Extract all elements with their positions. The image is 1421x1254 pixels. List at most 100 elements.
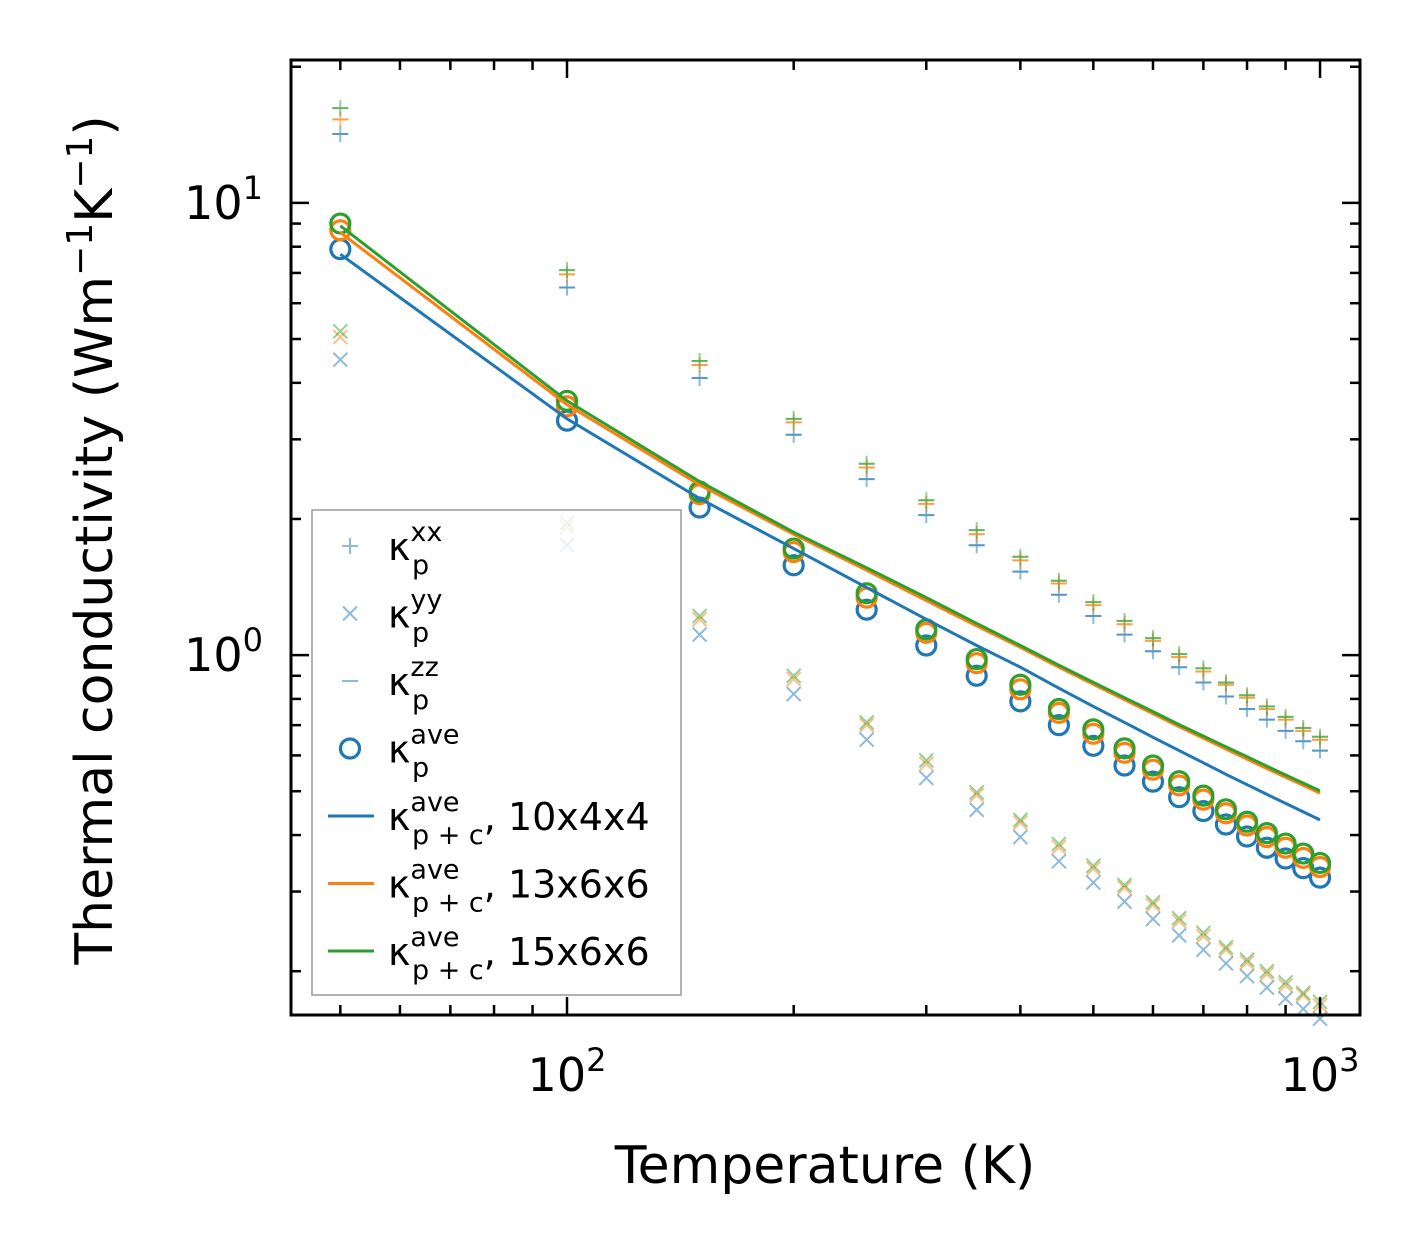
- point-kyy_10-300: [918, 770, 934, 786]
- series-kzz_13: [332, 118, 1329, 741]
- point-kave_15-100: [555, 389, 579, 412]
- point-kave_10-750: [1214, 813, 1238, 836]
- point-kave_15-900: [1274, 832, 1297, 855]
- point-kyy_13-600: [1145, 897, 1161, 913]
- legend-entry-3: κave p: [338, 720, 460, 784]
- point-kave_15-600: [1141, 754, 1165, 777]
- x-axis-label: Temperature (K): [614, 1136, 1036, 1196]
- legend-entry-1: κyy p: [342, 585, 442, 649]
- point-kave_15-800: [1235, 810, 1259, 833]
- point-kyy_15-250: [858, 714, 875, 731]
- point-kyy_15-350: [968, 784, 985, 801]
- point-kave_10-1000: [1308, 866, 1332, 889]
- point-kyy_15-800: [1239, 952, 1255, 968]
- point-kyy_15-600: [1145, 894, 1161, 911]
- point-kyy_13-900: [1277, 977, 1294, 994]
- legend-swatch-0: [342, 538, 358, 554]
- series-kyy_15: [332, 323, 1328, 1010]
- point-kyy_13-50: [332, 329, 349, 345]
- point-kyy_13-300: [918, 756, 934, 772]
- series-kpc_13: [339, 231, 1321, 795]
- legend-label-4: κave p + c, 10x4x4: [388, 787, 650, 851]
- legend-entry-4: κave p + c, 10x4x4: [328, 787, 650, 851]
- point-kyy_13-700: [1195, 928, 1212, 944]
- y-tick-label-1: 100: [184, 621, 263, 682]
- point-kyy_15-500: [1085, 858, 1102, 874]
- point-kave_10-350: [965, 664, 988, 687]
- x-tick-label-1000: 103: [1281, 1041, 1360, 1102]
- point-kyy_15-450: [1051, 836, 1067, 852]
- point-kave_15-450: [1047, 697, 1070, 721]
- point-kave_10-500: [1082, 734, 1105, 757]
- legend-label-2: κzz p: [388, 652, 439, 716]
- line-kpc_10: [339, 252, 1321, 822]
- legend-entry-0: κxx p: [342, 517, 442, 581]
- point-kyy_10-150: [691, 626, 708, 643]
- point-kyy_15-950: [1295, 985, 1311, 1001]
- point-kave_15-350: [965, 647, 988, 671]
- legend-swatch-3: [338, 737, 362, 760]
- plot-frame: [289, 58, 1362, 1017]
- point-kyy_13-400: [1012, 814, 1029, 831]
- series-kpc_10: [339, 252, 1321, 822]
- point-kave_15-700: [1192, 784, 1215, 807]
- y-tick-label-10: 101: [184, 169, 263, 230]
- point-kyy_10-450: [1051, 853, 1067, 869]
- point-kave_15-650: [1168, 770, 1191, 793]
- point-kave_10-450: [1047, 714, 1070, 737]
- point-kyy_10-700: [1195, 942, 1212, 958]
- point-kyy_10-500: [1085, 874, 1102, 891]
- point-kyy_15-200: [785, 668, 802, 684]
- point-kave_15-550: [1113, 737, 1136, 760]
- point-kyy_13-200: [785, 671, 802, 687]
- point-kave_10-600: [1141, 770, 1165, 793]
- legend-entry-6: κave p + c, 15x6x6: [328, 922, 650, 986]
- point-kave_15-200: [782, 537, 805, 560]
- point-kyy_10-350: [968, 802, 985, 818]
- y-axis-label: Thermal conductivity (Wm−1K−1): [60, 115, 125, 965]
- legend-box: [311, 509, 682, 996]
- series-kpc_15: [339, 224, 1321, 793]
- point-kave_13-50: [329, 219, 352, 242]
- legend-entry-5: κave p + c, 13x6x6: [328, 855, 650, 919]
- point-kyy_13-850: [1259, 966, 1275, 982]
- point-kyy_15-700: [1195, 925, 1212, 941]
- axis-ticks: [291, 60, 1360, 1015]
- series-kzz_15: [332, 107, 1329, 738]
- point-kave_15-1000: [1308, 851, 1332, 875]
- point-kave_15-750: [1214, 798, 1238, 821]
- point-kyy_13-550: [1116, 879, 1133, 896]
- point-kyy_15-550: [1116, 877, 1133, 893]
- point-kave_15-950: [1292, 842, 1315, 865]
- point-kyy_15-850: [1259, 963, 1275, 979]
- point-kyy_10-250: [858, 731, 875, 748]
- point-kave_10-400: [1009, 690, 1032, 713]
- point-kave_15-850: [1255, 821, 1278, 845]
- x-tick-label-100: 102: [528, 1041, 607, 1102]
- legend-label-0: κxx p: [388, 517, 442, 581]
- line-kpc_13: [339, 231, 1321, 795]
- point-kyy_13-350: [968, 787, 985, 803]
- point-kyy_13-250: [858, 717, 875, 733]
- point-kyy_15-50: [332, 323, 349, 340]
- point-kyy_10-200: [785, 686, 802, 702]
- point-kyy_13-800: [1239, 954, 1255, 971]
- point-kyy_15-300: [918, 752, 934, 769]
- point-kave_10-550: [1113, 754, 1136, 777]
- point-kyy_15-400: [1012, 812, 1029, 828]
- point-kave_15-500: [1082, 718, 1105, 741]
- legend-label-5: κave p + c, 13x6x6: [388, 855, 650, 919]
- point-kyy_13-150: [691, 611, 708, 627]
- point-kyy_10-650: [1171, 927, 1187, 944]
- legend-label-6: κave p + c, 15x6x6: [388, 922, 650, 986]
- point-kyy_15-900: [1277, 974, 1294, 990]
- point-kyy_10-800: [1239, 968, 1255, 984]
- point-kyy_13-500: [1085, 860, 1102, 877]
- point-kyy_10-750: [1218, 955, 1234, 972]
- point-kave_10-200: [782, 554, 805, 577]
- point-kave_15-400: [1009, 673, 1032, 696]
- point-kyy_13-750: [1218, 942, 1234, 958]
- point-kyy_10-850: [1259, 979, 1275, 996]
- series-kave_10: [329, 238, 1332, 889]
